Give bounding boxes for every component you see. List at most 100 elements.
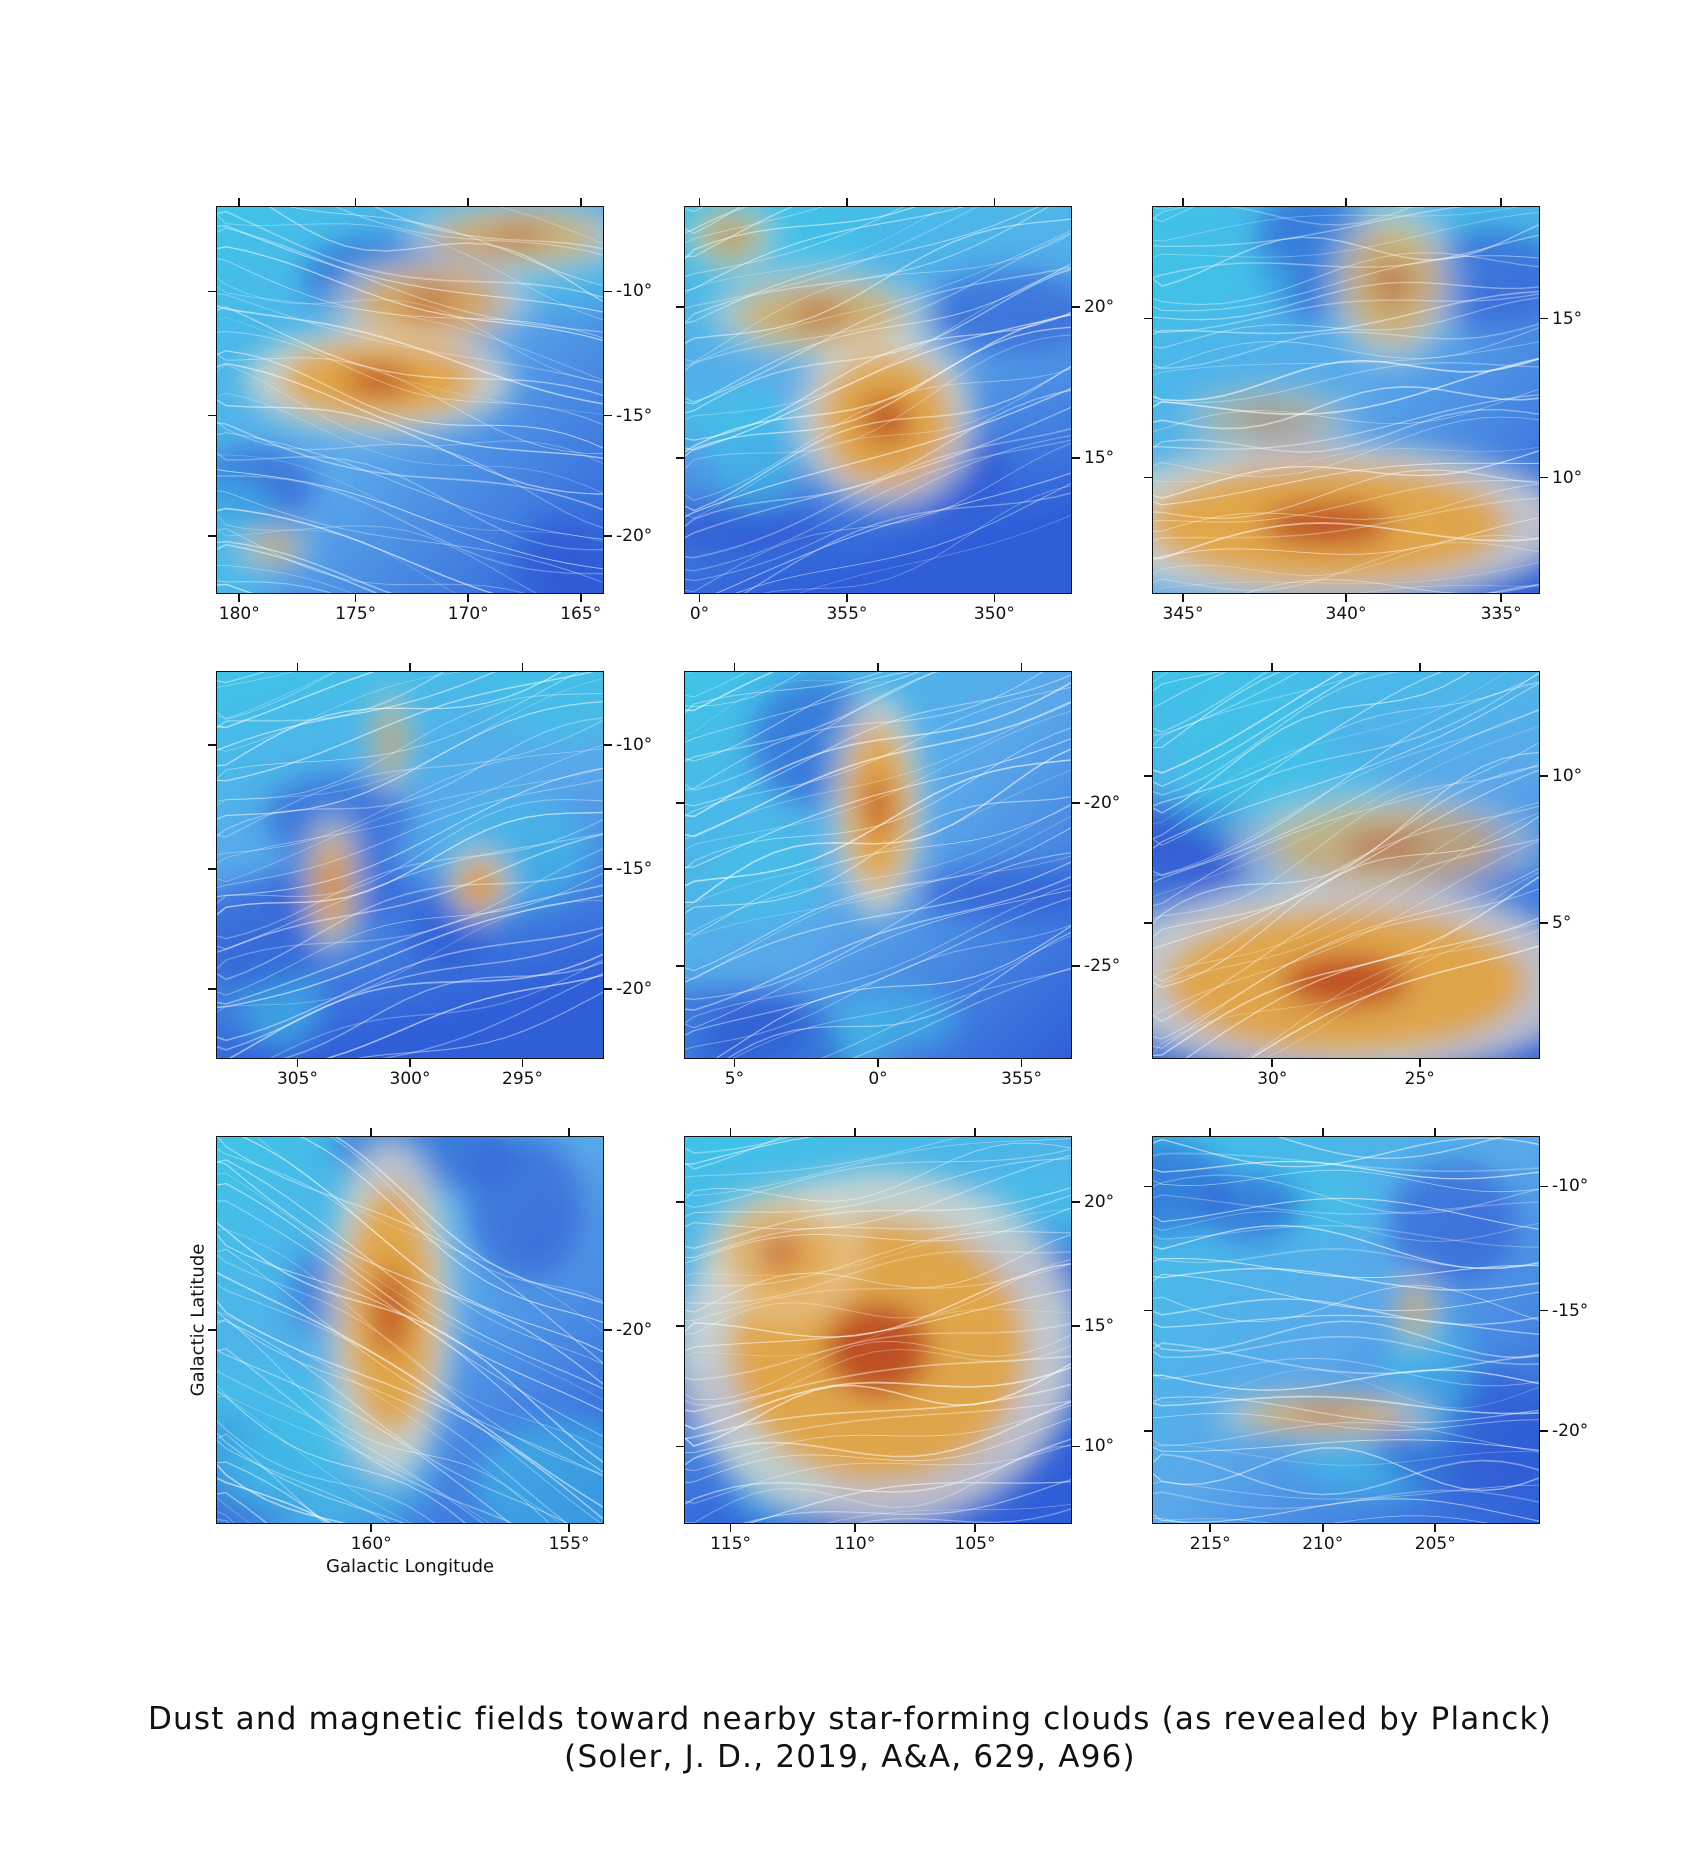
x-tick-mark — [733, 663, 736, 671]
y-tick-mark — [1144, 476, 1152, 479]
dust-density-map — [216, 1136, 604, 1524]
dust-density-map — [684, 1136, 1072, 1524]
dust-density-map — [1152, 206, 1540, 594]
x-tick-mark — [354, 594, 357, 602]
x-tick-mark — [521, 663, 524, 671]
x-tick-mark — [698, 198, 701, 206]
y-tick-mark — [1144, 317, 1152, 320]
y-tick-mark — [604, 743, 612, 746]
caption-line-2: (Soler, J. D., 2019, A&A, 629, A96) — [564, 1739, 1136, 1775]
x-tick-mark — [853, 1524, 856, 1532]
y-tick-mark — [676, 1325, 684, 1327]
y-tick-mark — [676, 1445, 684, 1448]
x-tick-label: 335° — [1480, 604, 1522, 624]
x-tick-mark — [846, 198, 848, 206]
x-tick-label: 300° — [389, 1069, 431, 1089]
x-tick-mark — [1020, 663, 1023, 671]
x-tick-mark — [579, 198, 582, 206]
x-tick-mark — [370, 1524, 372, 1532]
x-tick-label: 110° — [834, 1534, 876, 1554]
x-tick-mark — [1434, 1128, 1437, 1136]
x-tick-label: 160° — [350, 1534, 392, 1554]
x-tick-mark — [993, 594, 996, 602]
y-tick-label: 10° — [1552, 765, 1583, 786]
x-tick-mark — [370, 1128, 372, 1136]
x-tick-mark — [409, 663, 411, 671]
y-tick-mark — [1144, 774, 1152, 777]
x-tick-mark — [846, 594, 848, 602]
x-tick-mark — [296, 1059, 299, 1067]
y-tick-mark — [604, 868, 612, 870]
y-tick-mark — [676, 965, 684, 967]
x-axis-title: Galactic Longitude — [326, 1556, 495, 1577]
x-tick-mark — [993, 198, 996, 206]
x-tick-label: 350° — [973, 604, 1015, 624]
x-tick-mark — [729, 1128, 732, 1136]
x-tick-label: 175° — [335, 604, 377, 624]
map-panel-8: 115° 110° 105° 20° 15° 10° — [676, 1128, 1114, 1554]
x-tick-mark — [1321, 1128, 1324, 1136]
y-tick-mark — [604, 535, 612, 537]
x-tick-mark — [1271, 1059, 1274, 1067]
magnetic-field-streamlines — [684, 206, 1072, 594]
magnetic-field-streamlines — [1152, 671, 1540, 1059]
x-tick-label: 345° — [1162, 604, 1204, 624]
y-tick-mark — [1540, 1430, 1548, 1432]
x-tick-mark — [1209, 1128, 1211, 1136]
x-tick-mark — [1209, 1524, 1211, 1532]
y-tick-mark — [1072, 1201, 1080, 1203]
caption-line-1: Dust and magnetic fields toward nearby s… — [147, 1701, 1552, 1737]
y-tick-label: 20° — [1084, 1191, 1115, 1212]
x-tick-mark — [1182, 594, 1184, 602]
y-tick-mark — [208, 1329, 216, 1331]
magnetic-field-streamlines — [216, 1136, 604, 1524]
x-tick-mark — [877, 663, 879, 671]
x-tick-mark — [974, 1128, 976, 1136]
y-tick-mark — [208, 988, 216, 990]
y-tick-label: 15° — [1084, 448, 1115, 469]
y-tick-mark — [208, 414, 216, 417]
x-tick-label: 115° — [710, 1534, 752, 1554]
y-tick-mark — [604, 414, 612, 417]
y-tick-label: -10° — [616, 734, 653, 755]
x-tick-mark — [521, 1059, 524, 1067]
y-tick-label: 5° — [1552, 913, 1572, 934]
x-tick-label: 5° — [724, 1069, 745, 1089]
x-tick-mark — [1418, 663, 1421, 671]
y-tick-mark — [1540, 922, 1548, 924]
map-panel-4: 305° 300° 295° -10° -15° -20° — [208, 663, 652, 1089]
y-tick-mark — [1072, 1445, 1080, 1448]
y-tick-mark — [676, 457, 684, 459]
map-panel-9: 215° 210° 205° -10° -15° -20° — [1144, 1128, 1588, 1554]
y-tick-label: -20° — [616, 979, 653, 1000]
y-tick-label: 20° — [1084, 296, 1115, 317]
x-tick-mark — [1418, 1059, 1421, 1067]
x-tick-label: 205° — [1414, 1534, 1456, 1554]
map-panel-6: 30° 25° 10° 5° — [1144, 663, 1582, 1089]
y-tick-mark — [604, 988, 612, 990]
y-tick-mark — [208, 868, 216, 870]
y-tick-mark — [1540, 1309, 1548, 1312]
x-tick-mark — [698, 594, 701, 602]
magnetic-field-streamlines — [216, 206, 604, 594]
y-tick-mark — [1540, 1185, 1548, 1188]
y-tick-label: -10° — [616, 281, 653, 302]
y-tick-mark — [1072, 802, 1080, 804]
y-tick-label: -15° — [616, 858, 653, 879]
y-tick-mark — [208, 743, 216, 746]
y-tick-mark — [208, 290, 216, 293]
x-tick-mark — [238, 594, 241, 602]
x-tick-label: 105° — [954, 1534, 996, 1554]
y-tick-label: 15° — [1552, 308, 1583, 329]
x-tick-mark — [1500, 594, 1502, 602]
y-tick-label: -20° — [1084, 792, 1121, 813]
x-tick-label: 170° — [447, 604, 489, 624]
y-tick-mark — [208, 535, 216, 537]
y-tick-mark — [1072, 457, 1080, 459]
y-tick-mark — [676, 306, 684, 308]
y-tick-mark — [1144, 1309, 1152, 1312]
magnetic-field-streamlines — [1152, 206, 1540, 594]
dust-density-map — [1152, 1136, 1540, 1524]
y-tick-mark — [1072, 965, 1080, 967]
